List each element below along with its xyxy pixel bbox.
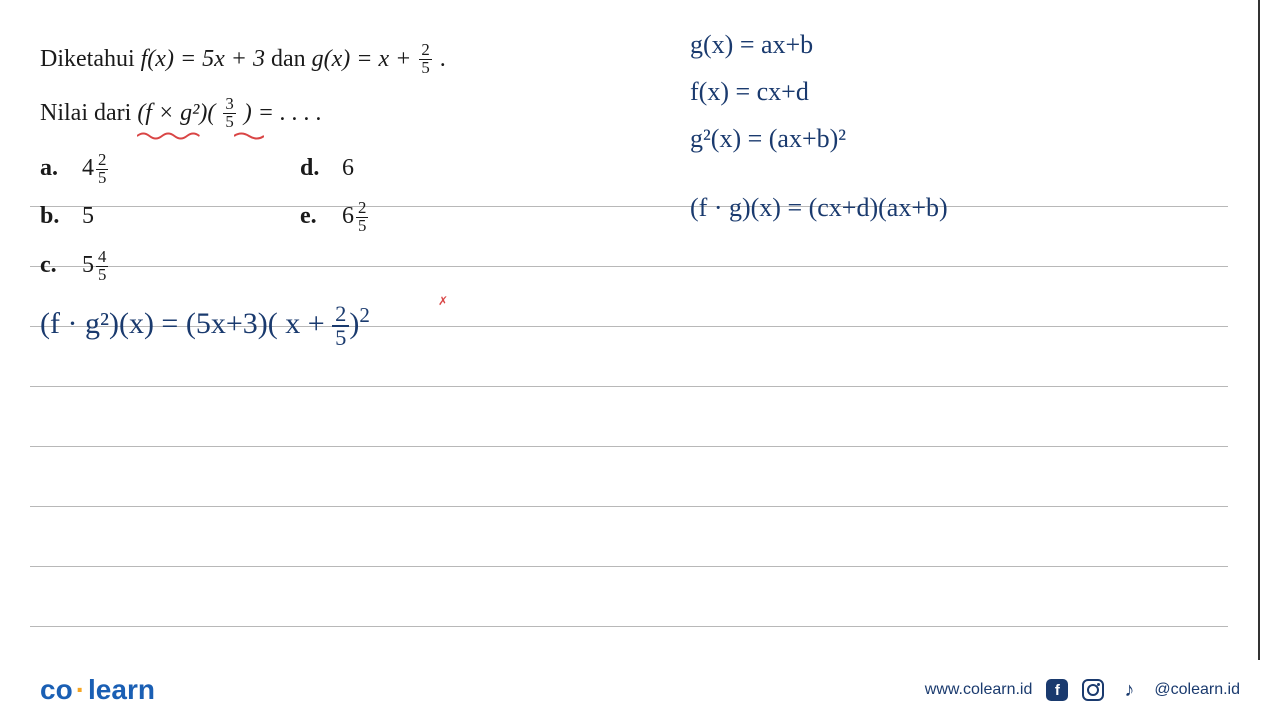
footer-handle: @colearn.id [1154, 681, 1240, 699]
text-diketahui: Diketahui [40, 40, 135, 78]
red-mark-icon: ✗ [438, 292, 448, 310]
fx-expression: f(x) [141, 40, 174, 78]
gx-value: = x + [356, 40, 411, 78]
option-e: e. 625 [300, 197, 500, 235]
hw-line-1: g(x) = ax+b [690, 25, 1190, 64]
fx-value: = 5x + 3 [180, 40, 265, 78]
fraction-2-5: 2 5 [419, 42, 431, 77]
problem-statement: Diketahui f(x) = 5x + 3 dan g(x) = x + 2… [40, 40, 580, 284]
ruled-line [30, 386, 1228, 387]
expression-suffix: ) = . . . . [244, 94, 322, 132]
hw-line-4: (f · g)(x) = (cx+d)(ax+b) [690, 188, 1190, 227]
text-dan: dan [271, 40, 306, 78]
tiktok-icon: ♪ [1118, 679, 1140, 701]
logo-dot-icon: · [76, 674, 85, 705]
text-nilai-dari: Nilai dari [40, 94, 131, 132]
fraction-3-5: 3 5 [223, 96, 235, 131]
option-a: a. 425 [40, 149, 300, 187]
hw-fraction: 25 [332, 303, 349, 350]
ruled-line [30, 626, 1228, 627]
ruled-line [30, 506, 1228, 507]
hw-line-2: f(x) = cx+d [690, 72, 1190, 111]
gx-expression: g(x) [312, 40, 351, 78]
footer: co·learn www.colearn.id f ♪ @colearn.id [0, 660, 1280, 720]
ruled-line [30, 566, 1228, 567]
option-b: b. 5 [40, 197, 300, 235]
footer-url: www.colearn.id [925, 681, 1033, 699]
option-c: c. 545 [40, 246, 300, 284]
wave-underline-icon [137, 131, 215, 141]
composite-expression: (f × g²)( [137, 94, 215, 132]
facebook-icon: f [1046, 679, 1068, 701]
period: . [440, 40, 446, 78]
footer-right: www.colearn.id f ♪ @colearn.id [925, 679, 1240, 701]
handwritten-notes-left: (f · g²)(x) = (5x+3)( x + 25)2 ✗ [40, 300, 370, 350]
colearn-logo: co·learn [40, 674, 155, 706]
hw-line-3: g²(x) = (ax+b)² [690, 119, 1190, 158]
instagram-icon [1082, 679, 1104, 701]
wave-mark-icon [234, 131, 264, 141]
option-d: d. 6 [300, 149, 500, 187]
answer-options: a. 425 d. 6 b. 5 e. 625 c. 545 [40, 149, 580, 284]
content-area: Diketahui f(x) = 5x + 3 dan g(x) = x + 2… [0, 0, 1260, 660]
handwritten-notes-right: g(x) = ax+b f(x) = cx+d g²(x) = (ax+b)² … [690, 25, 1190, 235]
ruled-line [30, 446, 1228, 447]
